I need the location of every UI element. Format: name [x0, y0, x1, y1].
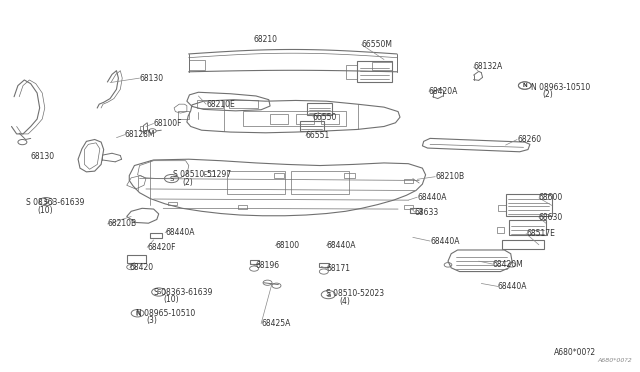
Text: 68100F: 68100F	[154, 119, 182, 128]
Text: 68130: 68130	[140, 74, 164, 83]
Text: S: S	[157, 289, 161, 295]
Text: 68440A: 68440A	[417, 193, 447, 202]
Text: 68630: 68630	[539, 213, 563, 222]
Text: N 08963-10510: N 08963-10510	[531, 83, 591, 92]
Text: S: S	[326, 292, 330, 298]
Text: 68420F: 68420F	[147, 243, 176, 252]
Text: 68420A: 68420A	[429, 87, 458, 96]
Text: 66551: 66551	[306, 131, 330, 140]
Text: 68517E: 68517E	[526, 229, 555, 238]
Text: (2): (2)	[543, 90, 554, 99]
Text: 68196: 68196	[256, 262, 280, 270]
Text: (3): (3)	[146, 316, 157, 325]
Text: S 08510-51297: S 08510-51297	[173, 170, 231, 179]
Text: 68420M: 68420M	[493, 260, 524, 269]
Text: S 08363-61639: S 08363-61639	[154, 288, 212, 296]
Text: 68440A: 68440A	[326, 241, 356, 250]
Text: 68440A: 68440A	[165, 228, 195, 237]
Text: 68633: 68633	[415, 208, 439, 217]
Text: 68210B: 68210B	[108, 219, 137, 228]
Text: 68132A: 68132A	[474, 62, 503, 71]
Text: N: N	[522, 83, 527, 88]
Text: (10): (10)	[37, 206, 52, 215]
Text: 68210B: 68210B	[435, 172, 465, 181]
Text: N 08965-10510: N 08965-10510	[136, 309, 195, 318]
Text: S: S	[44, 199, 48, 205]
Text: 66550: 66550	[312, 113, 337, 122]
Text: 68260: 68260	[517, 135, 541, 144]
Text: 68425A: 68425A	[261, 319, 291, 328]
Text: S 08510-52023: S 08510-52023	[326, 289, 385, 298]
Text: S 08363-61639: S 08363-61639	[26, 198, 84, 207]
Text: 68440A: 68440A	[430, 237, 460, 246]
Text: 68210E: 68210E	[206, 100, 235, 109]
Text: 66550M: 66550M	[362, 40, 392, 49]
Text: 68130: 68130	[31, 152, 55, 161]
Text: 68420: 68420	[130, 263, 154, 272]
Text: S: S	[170, 176, 173, 182]
Text: 68600: 68600	[539, 193, 563, 202]
Text: 68171: 68171	[326, 264, 351, 273]
Text: (10): (10)	[163, 295, 179, 304]
Text: A680*00?2: A680*00?2	[554, 348, 596, 357]
Text: 68100: 68100	[275, 241, 300, 250]
Text: 68440A: 68440A	[498, 282, 527, 291]
Text: (4): (4)	[339, 297, 350, 306]
Text: N: N	[522, 83, 527, 88]
Text: N: N	[135, 311, 140, 316]
Text: (2): (2)	[182, 178, 193, 187]
Text: 68128M: 68128M	[125, 130, 156, 139]
Text: A680*00?2: A680*00?2	[598, 358, 632, 363]
Text: 68210: 68210	[253, 35, 278, 44]
